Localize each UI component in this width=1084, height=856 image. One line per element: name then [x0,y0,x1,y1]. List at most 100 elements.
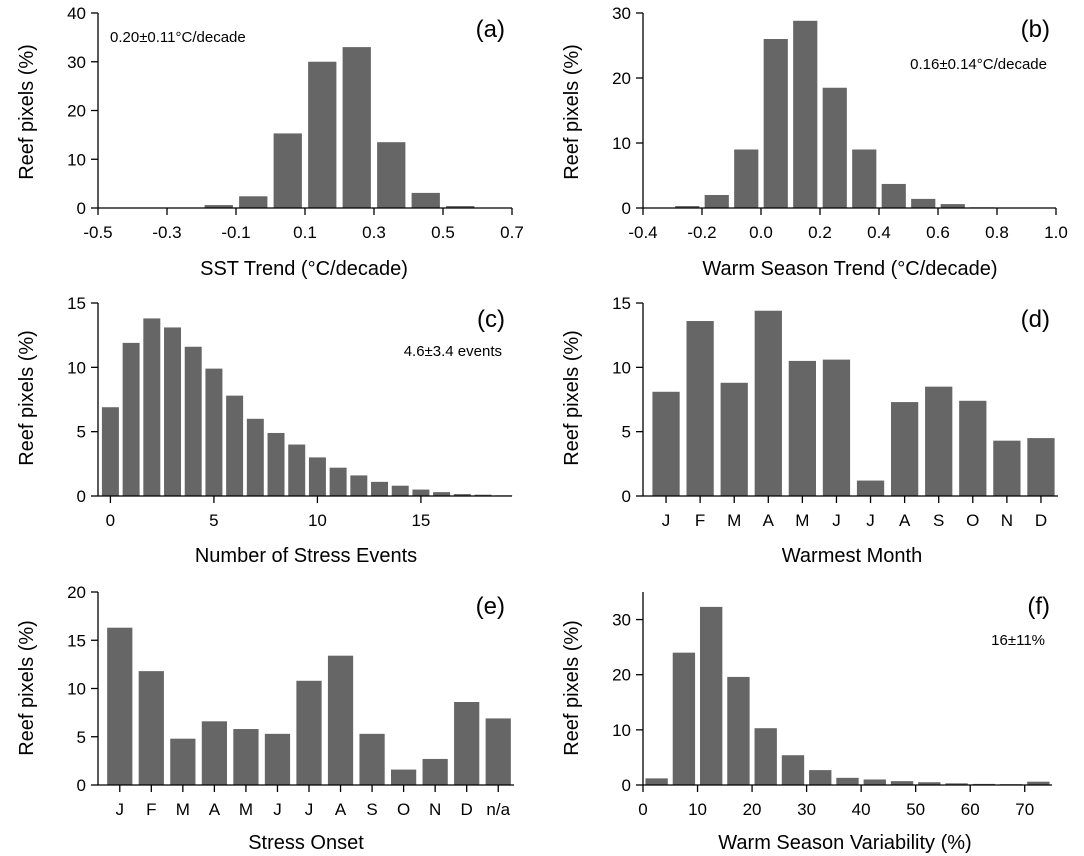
x-tick-label: 0.4 [867,223,891,242]
bar [143,318,161,496]
y-tick-label: 0 [77,199,86,218]
x-tick-label: N [1001,511,1013,530]
bar [925,386,953,496]
bar [704,195,729,208]
panel-letter: (f) [1027,593,1050,620]
panel-letter: (d) [1021,306,1050,333]
bar [101,407,119,496]
bar [1027,438,1055,496]
panel-b: -0.4 -0.2 0.0 0.2 0.4 0.6 0.8 1.0 0 10 20 30 Reef p… [561,4,1068,280]
x-tick-label: -0.5 [83,223,112,242]
y-tick-label: 5 [77,728,86,747]
x-tick-label: 0.6 [926,223,950,242]
x-axis-label: Warmest Month [782,545,922,567]
panel-letter: (a) [476,16,505,43]
bar [359,733,385,785]
bar [288,444,306,496]
x-axis-label: SST Trend (°C/decade) [200,258,408,280]
x-tick-label: 0.1 [293,223,317,242]
x-tick-label: M [176,800,190,819]
bar [342,47,371,208]
axes: -0.5 -0.3 -0.1 0.1 0.3 0.5 0.7 0 10 20 30 40 [67,4,524,242]
y-tick-label: 0 [77,487,86,506]
bar [652,391,680,496]
bar [822,87,847,208]
bar [890,781,914,785]
bar [391,485,409,496]
x-tick-label: J [832,511,841,530]
bar [645,778,668,785]
bar [822,359,851,496]
x-tick-label: J [662,511,671,530]
panel-c: 0 5 10 15 0 5 10 15 Reef pixels (%) Number of S… [16,294,513,567]
panel-annotation: 0.16±0.14°C/decade [910,56,1047,73]
y-tick-label: 10 [67,150,86,169]
y-tick-label: 5 [77,423,86,442]
bar [686,321,714,496]
y-axis-label: Reef pixels (%) [16,620,38,756]
y-tick-label: 20 [67,583,86,602]
bar [308,61,337,208]
bar [727,676,750,785]
x-tick-label: 15 [411,511,430,530]
y-tick-label: 30 [612,4,631,23]
bar [122,342,140,496]
x-tick-label: M [795,511,809,530]
y-tick-label: 20 [67,102,86,121]
y-tick-label: 20 [612,666,631,685]
axes: 0 5 10 15 0 5 10 15 [67,294,512,530]
bar [296,680,322,785]
x-tick-label: M [727,511,741,530]
bar [327,655,354,785]
bar [918,782,941,785]
bars [675,20,995,208]
panel-annotation: 16±11% [991,632,1045,649]
y-tick-label: 5 [622,423,631,442]
bar [273,133,302,208]
x-tick-label: J [116,800,125,819]
bar [911,198,936,208]
y-tick-label: 15 [67,631,86,650]
bar [453,494,471,496]
bar [267,432,285,496]
panel-letter: (c) [477,306,505,333]
bar [993,440,1021,496]
bar [204,205,233,208]
panel-letter: (e) [476,593,505,620]
bars [652,310,1055,496]
panel-annotation: 4.6±3.4 events [404,343,502,360]
bar [170,738,196,785]
x-tick-label: D [1035,511,1047,530]
bar [852,149,877,208]
y-axis-label: Reef pixels (%) [16,330,38,466]
y-tick-label: 40 [67,4,86,23]
panel-letter: (b) [1021,16,1050,43]
y-axis-label: Reef pixels (%) [561,620,583,756]
bar [246,418,264,496]
x-tick-label: 0.2 [808,223,832,242]
bar [959,400,987,496]
bar [863,779,886,785]
panel-f: 0 10 20 30 40 50 60 70 0 10 20 30 Reef pixels (%) W… [561,592,1052,854]
x-tick-label: 70 [1015,800,1034,819]
x-tick-label: A [763,511,775,530]
bar [411,192,440,208]
y-tick-label: 0 [77,776,86,795]
x-tick-label: S [366,800,377,819]
y-tick-label: 30 [612,611,631,630]
axes: -0.4 -0.2 0.0 0.2 0.4 0.6 0.8 1.0 0 10 20 30 [612,4,1068,242]
panel-annotation: 0.20±0.11°C/decade [110,29,246,46]
x-axis-label: Number of Stress Events [195,545,417,567]
y-tick-label: 10 [67,358,86,377]
bar [945,783,968,785]
bar [675,206,700,208]
x-tick-label: D [461,800,473,819]
bar [329,467,347,496]
axes: 0 10 20 30 40 50 60 70 0 10 20 30 [612,592,1052,819]
panel-a: -0.5 -0.3 -0.1 0.1 0.3 0.5 0.7 0 10 20 30 40 Reef p… [16,4,524,280]
bar [107,627,133,785]
panel-d: J F M A M J J A S O N D 0 5 10 15 Reef pixels (%) Warme… [561,294,1058,567]
